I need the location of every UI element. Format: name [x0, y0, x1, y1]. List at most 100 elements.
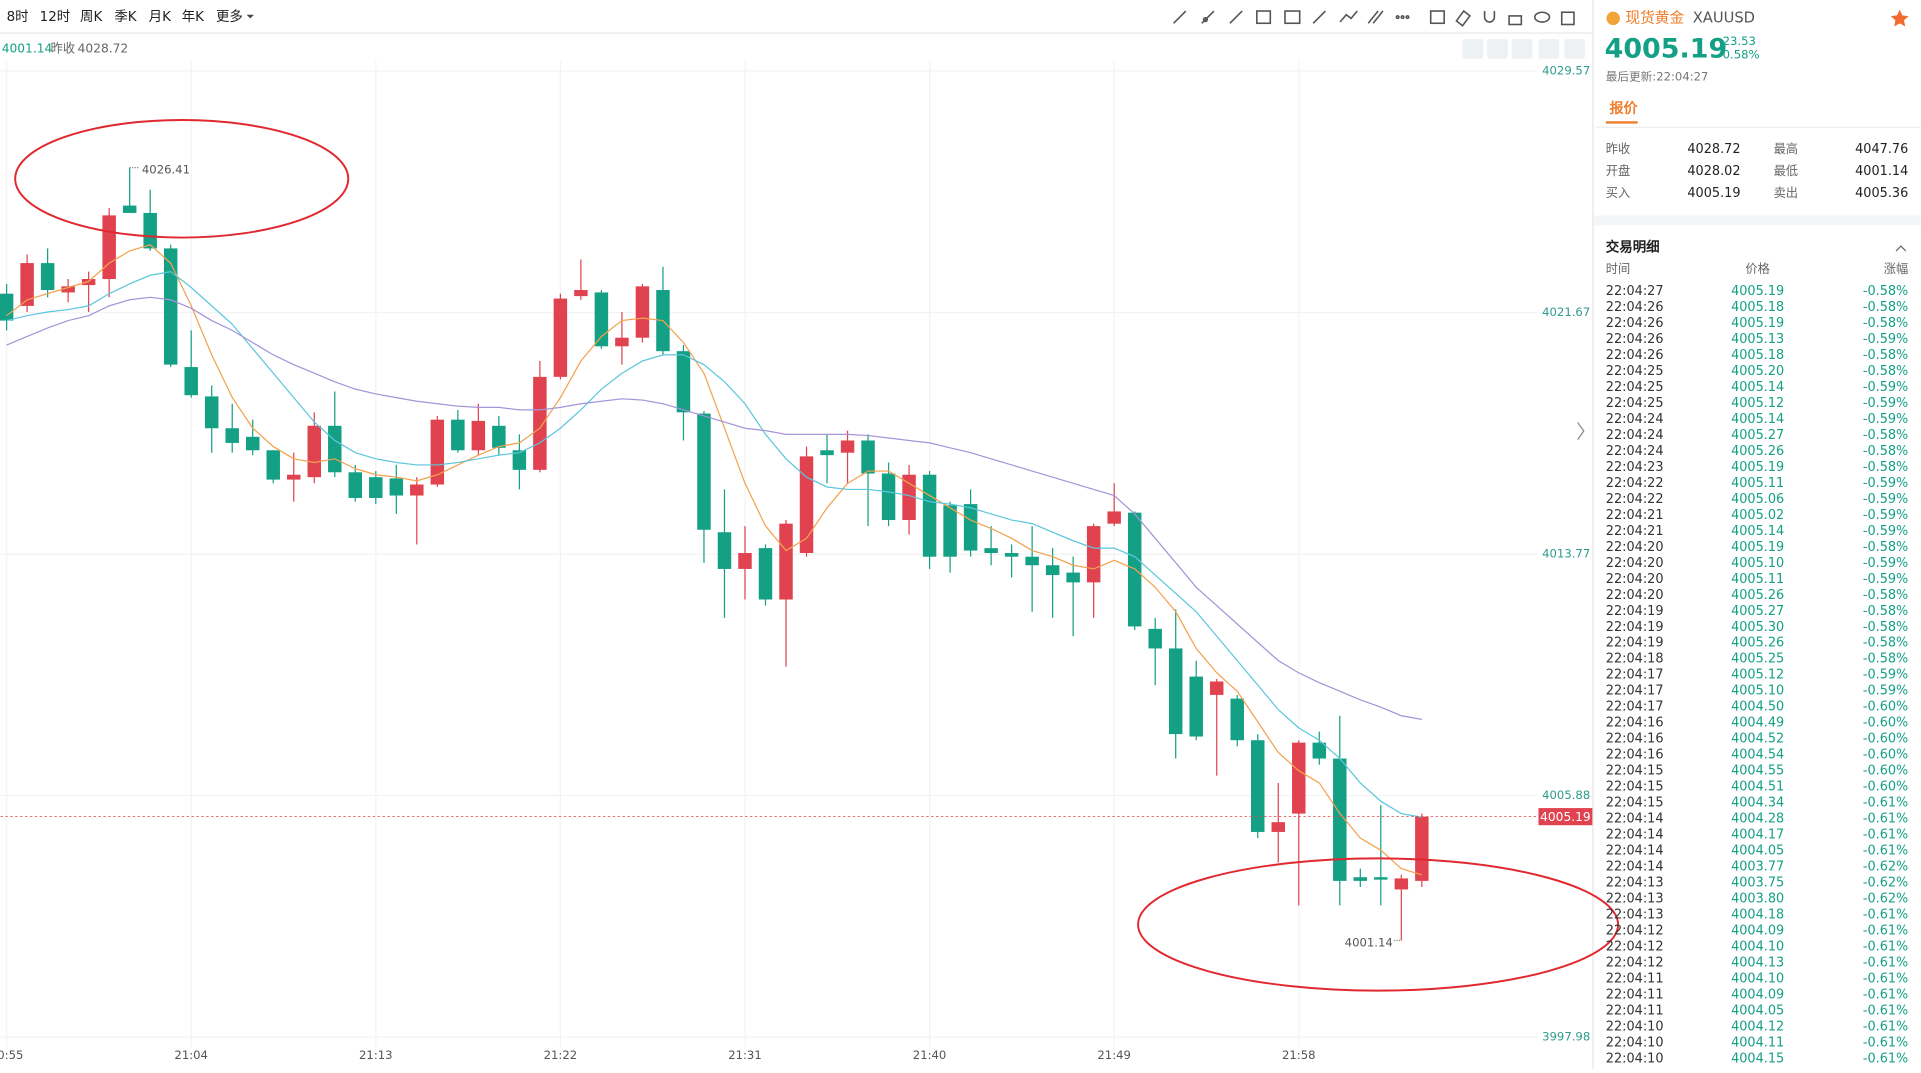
candle-body — [574, 290, 588, 297]
trade-cell: 22:04:22 — [1606, 492, 1664, 507]
quote-label: 最高 — [1774, 141, 1798, 156]
trade-cell: -0.58% — [1863, 348, 1908, 363]
trade-cell: 22:04:14 — [1606, 828, 1664, 843]
y-tick-label: 4013.77 — [1542, 547, 1590, 561]
candle-body — [0, 293, 14, 321]
symbol-icon — [1606, 11, 1620, 26]
trade-cell: 22:04:26 — [1606, 316, 1664, 331]
chart-controls[interactable] — [1462, 39, 1586, 59]
trade-cell: 22:04:25 — [1606, 364, 1664, 379]
trade-cell: 22:04:14 — [1606, 860, 1664, 875]
trade-cell: 4004.05 — [1731, 844, 1784, 859]
trade-cell: -0.60% — [1863, 748, 1908, 763]
trade-cell: -0.61% — [1863, 956, 1908, 971]
trade-cell: 4004.34 — [1731, 796, 1784, 811]
candle-body — [369, 477, 383, 498]
candle-body — [840, 440, 855, 453]
candle-body — [738, 553, 752, 569]
interval-button[interactable]: 月K — [149, 10, 172, 25]
trade-cell: -0.58% — [1863, 444, 1908, 459]
y-tick-label: 4005.88 — [1542, 788, 1590, 802]
interval-button[interactable]: 季K — [114, 9, 137, 25]
favorite-star[interactable] — [1890, 9, 1909, 27]
trade-cell: 4005.20 — [1731, 364, 1784, 379]
trade-cell: 4005.12 — [1731, 668, 1784, 683]
trade-cell: 4005.13 — [1731, 332, 1784, 347]
trade-cell: 22:04:17 — [1606, 684, 1664, 699]
candle-body — [820, 450, 834, 456]
interval-button[interactable]: 8时 — [7, 9, 29, 25]
trade-cell: 22:04:19 — [1606, 604, 1664, 619]
quote-value: 4028.72 — [1687, 142, 1740, 157]
candle-body — [1209, 681, 1224, 695]
trade-cell: 22:04:20 — [1606, 588, 1664, 603]
trade-cell: -0.61% — [1863, 1004, 1908, 1019]
trade-cell: 4005.11 — [1731, 572, 1784, 587]
candle-body — [389, 478, 404, 496]
interval-button[interactable]: 12时 — [40, 9, 71, 25]
trade-cell: 22:04:24 — [1606, 428, 1664, 443]
dropdown-caret[interactable] — [246, 14, 254, 19]
candle-body — [204, 396, 219, 429]
trade-cell: 22:04:24 — [1606, 444, 1664, 459]
candle-body — [779, 523, 793, 600]
quote-tab[interactable]: 报价 — [1609, 101, 1638, 117]
trade-cell: 4005.25 — [1731, 652, 1784, 667]
trade-cell: -0.61% — [1863, 1052, 1908, 1067]
trade-cell: -0.59% — [1863, 684, 1908, 699]
quote-value: 4028.02 — [1687, 164, 1740, 179]
collapse-arrow[interactable] — [1577, 422, 1585, 440]
trade-cell: 4005.18 — [1731, 348, 1784, 363]
trade-cell: 4003.80 — [1731, 892, 1784, 907]
candle-body — [81, 278, 96, 286]
trade-cell: -0.59% — [1863, 380, 1908, 395]
collapse-chevron[interactable] — [1895, 245, 1907, 252]
trade-cell: 22:04:26 — [1606, 300, 1664, 315]
interval-button[interactable]: 周K — [80, 10, 103, 25]
trade-cell: 22:04:16 — [1606, 732, 1664, 747]
trade-cell: 4005.02 — [1731, 508, 1784, 523]
trade-cell: 22:04:18 — [1606, 652, 1664, 667]
trade-cell: 4004.15 — [1731, 1052, 1784, 1067]
candle-body — [184, 367, 198, 396]
trade-cell: -0.60% — [1863, 780, 1908, 795]
trade-cell: 4004.49 — [1731, 716, 1784, 731]
trade-cell: 4005.14 — [1731, 524, 1784, 539]
trade-cell: -0.61% — [1863, 844, 1908, 859]
trade-cell: 22:04:27 — [1606, 284, 1664, 299]
candle-body — [881, 473, 896, 520]
trade-cell: 22:04:15 — [1606, 780, 1664, 795]
x-tick-label: 21:40 — [913, 1048, 947, 1062]
last-price-label: 4005.19 — [1540, 810, 1591, 824]
trade-cell: 22:04:11 — [1606, 972, 1664, 987]
trade-cell: 22:04:19 — [1606, 636, 1664, 651]
trade-cell: 22:04:26 — [1606, 332, 1664, 347]
symbol-code: XAUUSD — [1693, 9, 1755, 26]
quote-value: 4047.76 — [1855, 142, 1908, 157]
candle-body — [1415, 816, 1429, 881]
trade-cell: 22:04:12 — [1606, 924, 1664, 939]
y-tick-label: 4021.67 — [1542, 305, 1590, 319]
trade-cell: 4004.51 — [1731, 780, 1784, 795]
high-label: 4026.41 — [142, 163, 190, 177]
candle-body — [1374, 877, 1388, 880]
trade-cell: 4005.27 — [1731, 428, 1784, 443]
candle-body — [102, 215, 116, 279]
trade-cell: 4004.09 — [1731, 924, 1784, 939]
trade-cell: -0.59% — [1863, 396, 1908, 411]
candle-body — [1004, 553, 1019, 557]
trade-cell: 4005.18 — [1731, 300, 1784, 315]
trade-cell: 4004.50 — [1731, 700, 1784, 715]
interval-button[interactable]: 更多 — [216, 8, 243, 25]
trade-cell: 4005.06 — [1731, 492, 1784, 507]
interval-button[interactable]: 年K — [182, 9, 205, 25]
candle-body — [1025, 556, 1039, 566]
x-tick-label: 21:49 — [1097, 1048, 1131, 1062]
drawing-tools[interactable] — [1173, 9, 1575, 27]
candle-body — [512, 450, 527, 470]
low-label: 4001.14 — [1345, 935, 1393, 949]
candle-body — [1107, 511, 1121, 524]
trade-cell: -0.58% — [1863, 316, 1908, 331]
x-tick-label: 21:31 — [728, 1048, 762, 1062]
